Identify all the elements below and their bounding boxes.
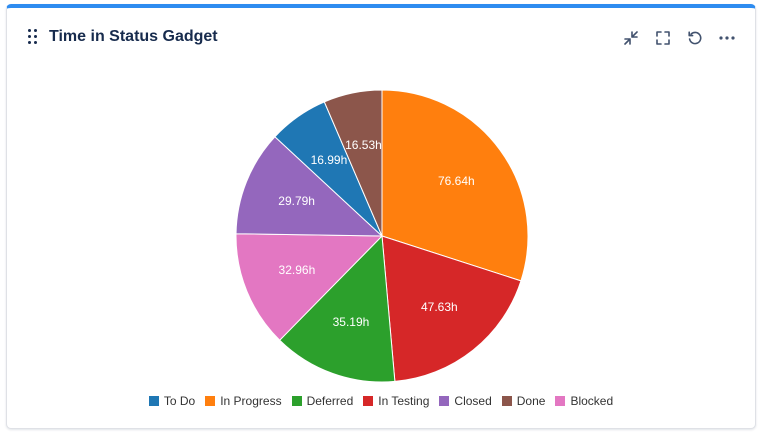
legend-item-to-do[interactable]: To Do — [148, 394, 196, 408]
pie-data-label: 35.19h — [333, 315, 370, 329]
legend-item-in-testing[interactable]: In Testing — [363, 394, 429, 408]
pie-data-label: 29.79h — [278, 194, 315, 208]
legend-swatch — [555, 396, 566, 406]
pie-data-label: 47.63h — [421, 300, 458, 314]
pie-data-label: 32.96h — [279, 263, 316, 277]
legend-item-blocked[interactable]: Blocked — [555, 394, 613, 408]
legend-label: To Do — [163, 394, 196, 408]
pie-slice-blocked[interactable] — [235, 233, 384, 341]
gadget-actions — [621, 28, 737, 48]
minimize-button[interactable] — [621, 28, 641, 48]
legend-label: Done — [516, 394, 546, 408]
gadget-title: Time in Status Gadget — [49, 28, 218, 45]
pie-slice-in-progress[interactable] — [381, 89, 529, 282]
gadget-header: Time in Status Gadget — [7, 8, 755, 68]
pie-slice-deferred[interactable] — [279, 234, 396, 383]
legend-swatch — [291, 396, 302, 406]
fullscreen-icon — [656, 31, 670, 45]
legend-label: In Progress — [220, 394, 282, 408]
legend-item-done[interactable]: Done — [501, 394, 546, 408]
legend-swatch — [439, 396, 450, 406]
pie-data-label: 16.53h — [345, 138, 382, 152]
fullscreen-button[interactable] — [653, 28, 673, 48]
legend-label: Closed — [454, 394, 492, 408]
pie-slice-in-testing[interactable] — [381, 235, 522, 382]
pie-data-label: 76.64h — [438, 174, 475, 188]
legend-item-closed[interactable]: Closed — [439, 394, 492, 408]
refresh-button[interactable] — [685, 28, 705, 48]
legend-label: Blocked — [570, 394, 614, 408]
pie-data-label: 16.99h — [311, 153, 348, 167]
time-in-status-pie-chart: 76.64h 47.63h 35.19h 32.96h 29.79h 16.99h16.5… — [235, 89, 529, 383]
legend-item-deferred[interactable]: Deferred — [291, 394, 354, 408]
more-actions-button[interactable] — [717, 28, 737, 48]
drag-handle-icon[interactable] — [28, 29, 38, 45]
legend-swatch — [363, 396, 374, 406]
legend-swatch — [501, 396, 512, 406]
legend-swatch — [148, 396, 159, 406]
chart-legend: To Do In Progress Deferred In Testing Closed… — [7, 394, 755, 408]
legend-label: Deferred — [306, 394, 354, 408]
legend-item-in-progress[interactable]: In Progress — [205, 394, 282, 408]
pie-slice-closed[interactable] — [235, 136, 384, 237]
time-in-status-gadget: Time in Status Gadget — [6, 4, 756, 429]
refresh-icon — [688, 31, 702, 45]
legend-label: In Testing — [378, 394, 430, 408]
more-icon — [719, 36, 735, 40]
pie-slice-done[interactable] — [323, 89, 383, 237]
legend-swatch — [205, 396, 216, 406]
minimize-icon — [624, 31, 638, 45]
